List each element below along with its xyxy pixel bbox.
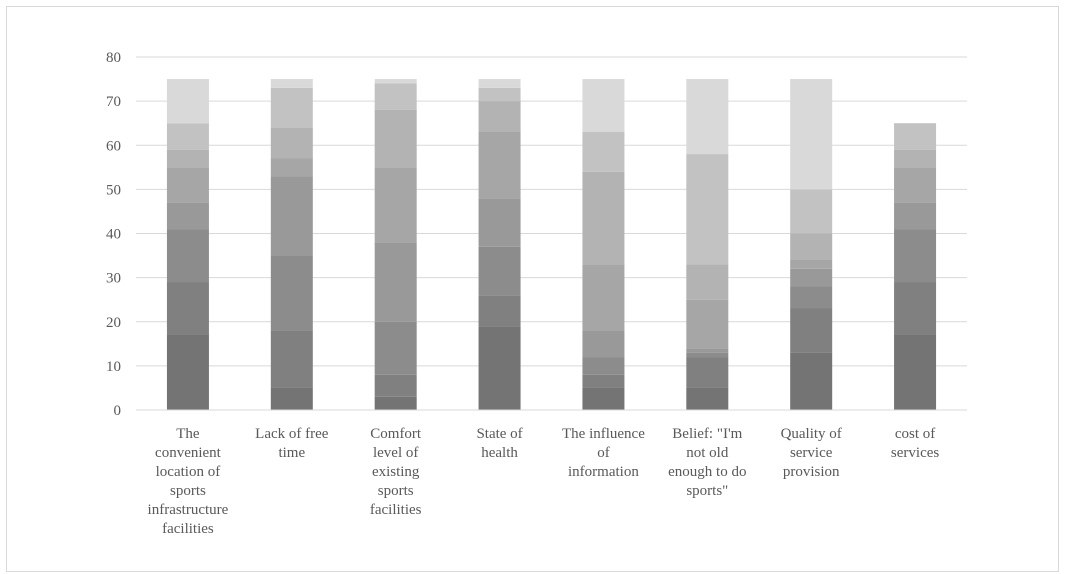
x-category-label: Belief: "I'm not old enough to do sports" <box>668 426 746 499</box>
y-tick-label: 20 <box>106 315 121 331</box>
x-category-label: The convenient location of sports infrastruc… <box>148 426 229 537</box>
bar-segment <box>686 348 729 353</box>
bar-segment <box>790 352 833 410</box>
y-tick-label: 30 <box>106 271 121 287</box>
y-tick-label: 0 <box>114 403 122 419</box>
x-category-label: Quality of service provision <box>781 426 842 480</box>
bar-segment <box>270 158 313 177</box>
bar-segment <box>894 282 937 335</box>
bar-segment <box>894 123 937 150</box>
bar-segment <box>582 330 625 358</box>
bar-segment <box>166 229 209 283</box>
bar-segment <box>686 264 729 300</box>
bar-segment <box>270 87 313 128</box>
y-tick-label: 40 <box>106 227 121 243</box>
bar-segment <box>270 79 313 88</box>
bar-segment <box>166 282 209 335</box>
bar-segment <box>478 198 521 247</box>
bar-segment <box>374 109 417 168</box>
bar-segment <box>582 264 625 331</box>
x-category-label: State of health <box>476 426 522 461</box>
bar-segment <box>790 259 833 269</box>
bar-segment <box>166 149 209 168</box>
bar-segment <box>894 229 937 283</box>
y-tick-label: 80 <box>106 50 121 66</box>
bar-segment <box>790 286 833 309</box>
bar-segment <box>374 374 417 397</box>
bar-segment <box>270 176 313 256</box>
x-category-label: The influence of information <box>562 426 645 480</box>
bar-segment <box>790 189 833 234</box>
bar-segment <box>582 79 625 133</box>
bar-segment <box>374 79 417 84</box>
bar-segment <box>686 387 729 410</box>
bar-segment <box>166 202 209 230</box>
x-category-label: Comfort level of existing sports facilities <box>370 426 422 518</box>
bar-segment <box>686 352 729 358</box>
bar-segment <box>894 167 937 203</box>
bar-segment <box>894 334 937 410</box>
bar-segment <box>582 387 625 410</box>
bar-segment <box>270 387 313 410</box>
bar-segment <box>374 83 417 110</box>
bar-segment <box>478 79 521 88</box>
y-tick-label: 50 <box>106 182 121 198</box>
bar-segment <box>374 396 417 410</box>
bar-segment <box>374 242 417 322</box>
bar-segment <box>478 246 521 296</box>
bar-segment <box>478 87 521 102</box>
bar-segment <box>790 308 833 353</box>
bar-segment <box>790 233 833 260</box>
bar-segment <box>166 123 209 150</box>
bar-segment <box>270 127 313 159</box>
x-category-label: Lack of free time <box>255 426 329 461</box>
bar-segment <box>582 374 625 388</box>
bar-segment <box>374 167 417 243</box>
bar-segment <box>270 330 313 388</box>
bar-segment <box>166 79 209 124</box>
y-tick-label: 70 <box>106 94 121 110</box>
bar-segment <box>790 268 833 287</box>
bar-segment <box>894 149 937 168</box>
bar-segment <box>374 321 417 375</box>
bar-segment <box>166 334 209 410</box>
bar-segment <box>686 357 729 388</box>
bar-segment <box>582 357 625 375</box>
bar-segment <box>478 326 521 410</box>
bar-segment <box>270 255 313 331</box>
bar-segment <box>478 295 521 327</box>
bar-segment <box>790 79 833 190</box>
x-category-label: cost of services <box>891 426 939 461</box>
bar-segment <box>582 171 625 265</box>
bar-segment <box>582 132 625 172</box>
bar-segment <box>686 154 729 265</box>
y-tick-label: 10 <box>106 359 121 375</box>
bar-segment <box>478 132 521 199</box>
bar-segment <box>686 299 729 349</box>
bar-segment <box>686 79 729 155</box>
y-tick-label: 60 <box>106 138 121 154</box>
bar-segment <box>166 167 209 203</box>
bar-segment <box>478 101 521 133</box>
bar-segment <box>894 202 937 230</box>
